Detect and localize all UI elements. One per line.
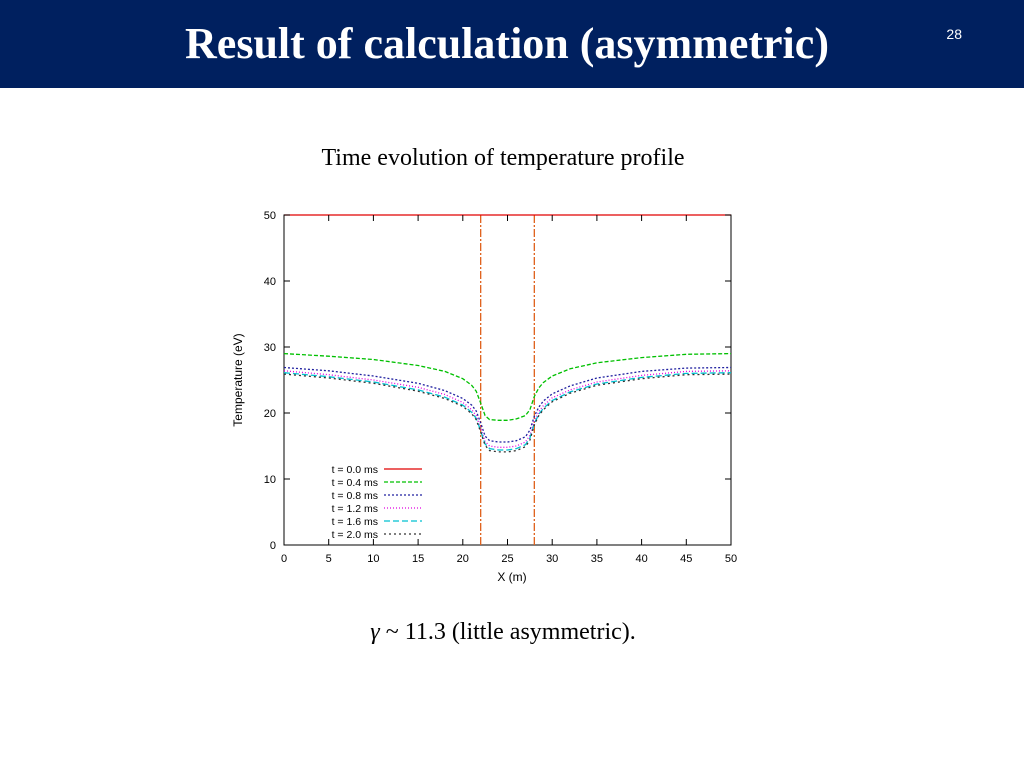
x-tick-label: 15	[412, 553, 424, 565]
y-tick-label: 50	[264, 210, 276, 222]
y-tick-label: 30	[264, 342, 276, 354]
x-tick-label: 50	[725, 553, 737, 565]
y-tick-label: 40	[264, 276, 276, 288]
x-tick-label: 45	[680, 553, 692, 565]
series-line-3	[283, 370, 732, 448]
x-tick-label: 0	[281, 553, 287, 565]
legend-label: t = 0.8 ms	[332, 490, 378, 502]
slide-title: Result of calculation (asymmetric)	[185, 19, 829, 68]
series-line-2	[283, 366, 732, 443]
legend-label: t = 1.6 ms	[332, 516, 378, 528]
x-tick-label: 30	[546, 553, 558, 565]
temperature-chart: 0 5 10 15 20 25 30 35 40 45 50 0 10 20 30 40 50 t = 0.0 …	[226, 203, 746, 593]
y-tick-label: 0	[270, 540, 276, 552]
legend-label: t = 0.4 ms	[332, 477, 378, 489]
legend-label: t = 1.2 ms	[332, 503, 378, 515]
x-tick-label: 40	[635, 553, 647, 565]
chart-svg: 0 5 10 15 20 25 30 35 40 45 50 0 10 20 30 40 50 t = 0.0 …	[231, 210, 737, 584]
page-number: 28	[946, 26, 962, 42]
x-tick-label: 20	[457, 553, 469, 565]
series-line-4	[283, 372, 732, 451]
y-axis-label: Temperature (eV)	[231, 333, 245, 426]
chart-subtitle: Time evolution of temperature profile	[321, 145, 685, 171]
series-line-5	[283, 373, 732, 453]
series-line-1	[283, 352, 732, 421]
legend-label: t = 0.0 ms	[332, 464, 378, 476]
x-tick-label: 25	[501, 553, 513, 565]
caption: γ ~ 11.3 (little asymmetric).	[0, 619, 1006, 646]
y-tick-label: 10	[264, 474, 276, 486]
header-bar: Result of calculation (asymmetric) 28	[0, 0, 1024, 88]
y-tick-label: 20	[264, 408, 276, 420]
x-tick-label: 5	[326, 553, 332, 565]
caption-text: ~ 11.3 (little asymmetric).	[379, 619, 636, 645]
x-tick-label: 10	[367, 553, 379, 565]
x-tick-label: 35	[591, 553, 603, 565]
x-axis-label: X (m)	[497, 570, 526, 584]
legend-label: t = 2.0 ms	[332, 529, 378, 541]
gamma-symbol: γ	[370, 619, 380, 645]
